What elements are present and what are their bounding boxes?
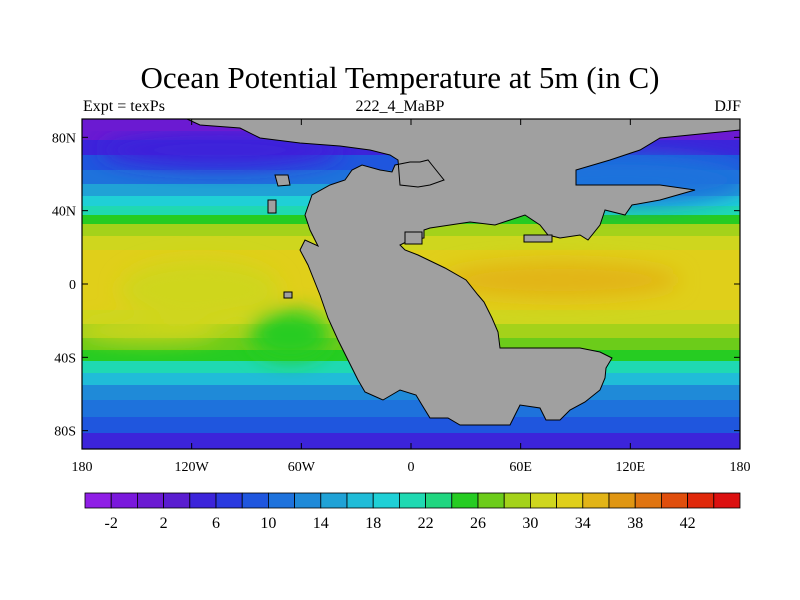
map-title: Ocean Potential Temperature at 5m (in C) xyxy=(140,60,660,95)
experiment-label: Expt = texPs xyxy=(83,98,165,115)
lon-tick-label: 180 xyxy=(72,460,93,475)
season-label: DJF xyxy=(714,98,741,115)
lat-tick-label: 0 xyxy=(69,278,76,293)
colorbar-swatch xyxy=(425,492,453,509)
colorbar-swatch xyxy=(320,492,348,509)
colorbar-swatch xyxy=(451,492,479,509)
lon-tick-label: 0 xyxy=(408,460,415,475)
colorbar-swatch xyxy=(503,492,531,509)
continent-main xyxy=(186,119,740,426)
lon-tick-label: 120W xyxy=(175,460,210,475)
colorbar-swatch xyxy=(346,492,374,509)
colorbar-label: 6 xyxy=(212,515,220,532)
island-mid xyxy=(404,231,423,245)
lat-axis: 80N 40N 0 40S 80S xyxy=(52,131,740,440)
lon-tick-label: 180 xyxy=(730,460,751,475)
colorbar: -2 2 6 10 14 18 22 26 30 34 38 42 xyxy=(84,492,741,532)
colorbar-swatch xyxy=(556,492,584,509)
lon-axis: 180 120W 60W 0 60E 120E 180 xyxy=(72,119,751,475)
lat-tick-label: 80S xyxy=(54,425,76,440)
colorbar-swatch xyxy=(189,492,217,509)
island-arm xyxy=(523,234,553,243)
lon-tick-label: 120E xyxy=(616,460,646,475)
colorbar-swatch xyxy=(215,492,243,509)
colorbar-swatch xyxy=(110,492,138,509)
lon-tick-label: 60W xyxy=(288,460,316,475)
colorbar-swatch xyxy=(241,492,269,509)
colorbar-swatch xyxy=(608,492,636,509)
island-west xyxy=(283,291,293,299)
colorbar-swatch xyxy=(687,492,715,509)
colorbar-label: 22 xyxy=(418,515,434,532)
colorbar-swatch xyxy=(661,492,689,509)
colorbar-label: 14 xyxy=(313,515,329,532)
colorbar-swatch xyxy=(713,492,741,509)
lat-tick-label: 80N xyxy=(52,131,76,146)
colorbar-label: 30 xyxy=(522,515,538,532)
time-label: 222_4_MaBP xyxy=(355,98,445,115)
colorbar-swatch xyxy=(398,492,426,509)
colorbar-swatch xyxy=(477,492,505,509)
colorbar-label: -2 xyxy=(105,515,118,532)
lat-tick-label: 40S xyxy=(54,351,76,366)
colorbar-label: 38 xyxy=(627,515,643,532)
colorbar-label: 26 xyxy=(470,515,486,532)
lon-tick-label: 60E xyxy=(509,460,532,475)
colorbar-label: 10 xyxy=(260,515,276,532)
colorbar-swatch xyxy=(530,492,558,509)
colorbar-swatch xyxy=(136,492,164,509)
island-north-2 xyxy=(267,199,277,214)
land-mask xyxy=(186,119,740,426)
colorbar-label: 2 xyxy=(160,515,168,532)
colorbar-swatch xyxy=(582,492,610,509)
colorbar-swatch xyxy=(634,492,662,509)
colorbar-label: 34 xyxy=(575,515,591,532)
lat-tick-label: 40N xyxy=(52,205,76,220)
island-north-1 xyxy=(274,174,291,187)
colorbar-label: 42 xyxy=(680,515,696,532)
colorbar-label: 18 xyxy=(365,515,381,532)
colorbar-swatch xyxy=(294,492,322,509)
colorbar-swatch xyxy=(84,492,112,509)
colorbar-swatch xyxy=(372,492,400,509)
colorbar-swatch xyxy=(163,492,191,509)
colorbar-swatch xyxy=(267,492,295,509)
